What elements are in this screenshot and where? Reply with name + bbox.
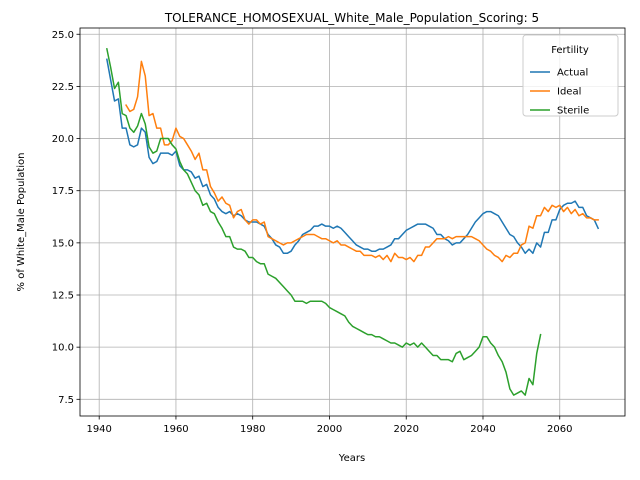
y-tick-label: 12.5 bbox=[52, 291, 74, 302]
y-tick-label: 17.5 bbox=[52, 186, 74, 197]
y-tick-label: 25.0 bbox=[52, 30, 74, 41]
x-tick-label: 1960 bbox=[163, 424, 188, 435]
y-tick-label: 10.0 bbox=[52, 343, 74, 354]
legend-label-sterile: Sterile bbox=[557, 106, 589, 117]
x-axis-label: Years bbox=[338, 453, 365, 464]
grid-lines bbox=[80, 28, 625, 416]
series-line-sterile bbox=[105, 47, 542, 396]
x-axis-ticks: 1940 1960 1980 2000 2020 2040 2060 bbox=[86, 416, 572, 435]
legend-title: Fertility bbox=[551, 45, 589, 56]
x-tick-label: 1940 bbox=[86, 424, 111, 435]
x-tick-label: 2000 bbox=[317, 424, 342, 435]
plot-series bbox=[105, 47, 600, 396]
y-axis-ticks: 7.5 10.0 12.5 15.0 17.5 20.0 22.5 25.0 bbox=[52, 30, 80, 406]
legend: Fertility Actual Ideal Sterile bbox=[522, 34, 619, 117]
legend-box bbox=[522, 34, 619, 117]
x-tick-label: 2020 bbox=[394, 424, 419, 435]
chart-title: TOLERANCE_HOMOSEXUAL_White_Male_Populati… bbox=[164, 11, 539, 25]
y-tick-label: 15.0 bbox=[52, 238, 74, 249]
legend-label-ideal: Ideal bbox=[557, 87, 581, 98]
x-tick-label: 1980 bbox=[240, 424, 265, 435]
legend-items: Actual Ideal Sterile bbox=[530, 68, 589, 117]
y-tick-label: 7.5 bbox=[58, 395, 74, 406]
x-tick-label: 2060 bbox=[547, 424, 572, 435]
legend-label-actual: Actual bbox=[557, 68, 588, 79]
series-line-ideal bbox=[125, 60, 599, 263]
y-axis-label: % of White_Male Population bbox=[16, 153, 27, 292]
x-tick-label: 2040 bbox=[470, 424, 495, 435]
series-line-actual bbox=[105, 58, 600, 255]
plot-frame bbox=[79, 27, 626, 417]
y-tick-label: 20.0 bbox=[52, 134, 74, 145]
y-tick-label: 22.5 bbox=[52, 82, 74, 93]
